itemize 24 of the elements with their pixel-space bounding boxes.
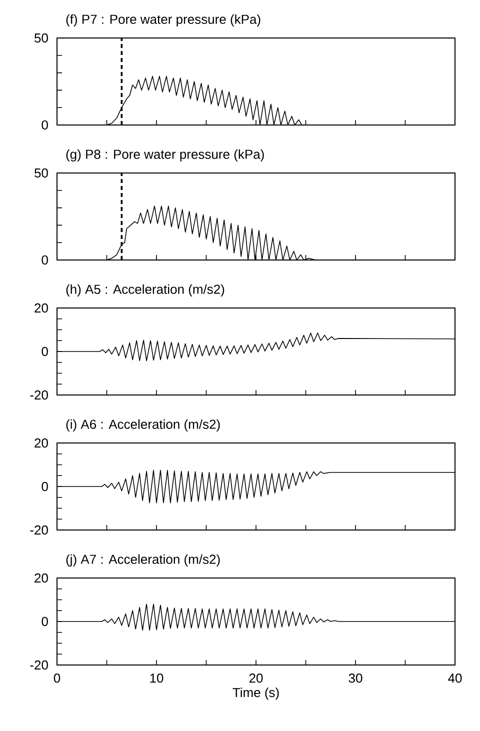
y-tick-label: 20 [34,438,48,448]
x-tick-label: 20 [249,674,263,683]
y-tick-label: -20 [30,660,48,670]
x-tick-label: 40 [448,674,462,683]
x-tick-label: 30 [348,674,362,683]
chart-title: (g) P8 : Pore water pressure (kPa) [66,149,264,162]
chart-title: (i) A6 : Acceleration (m/s2) [66,419,220,432]
y-tick-label: 50 [34,168,48,178]
y-tick-label: 0 [42,120,48,130]
x-axis-title: Time (s) [232,688,279,700]
y-tick-label: -20 [30,390,48,400]
y-tick-label: -20 [30,525,48,535]
x-tick-label: 0 [54,674,60,683]
y-tick-label: 0 [42,346,48,356]
y-tick-label: 20 [34,573,48,583]
y-tick-label: 0 [42,482,48,492]
chart-title: (j) A7 : Acceleration (m/s2) [66,554,220,566]
y-tick-label: 20 [34,303,48,313]
x-tick-label: 10 [150,674,164,683]
chart-title: (f) P7 : Pore water pressure (kPa) [66,14,260,26]
y-tick-label: 50 [34,33,48,43]
y-tick-label: 0 [42,255,48,265]
chart-title: (h) A5 : Acceleration (m/s2) [66,284,224,296]
y-tick-label: 0 [42,616,48,626]
